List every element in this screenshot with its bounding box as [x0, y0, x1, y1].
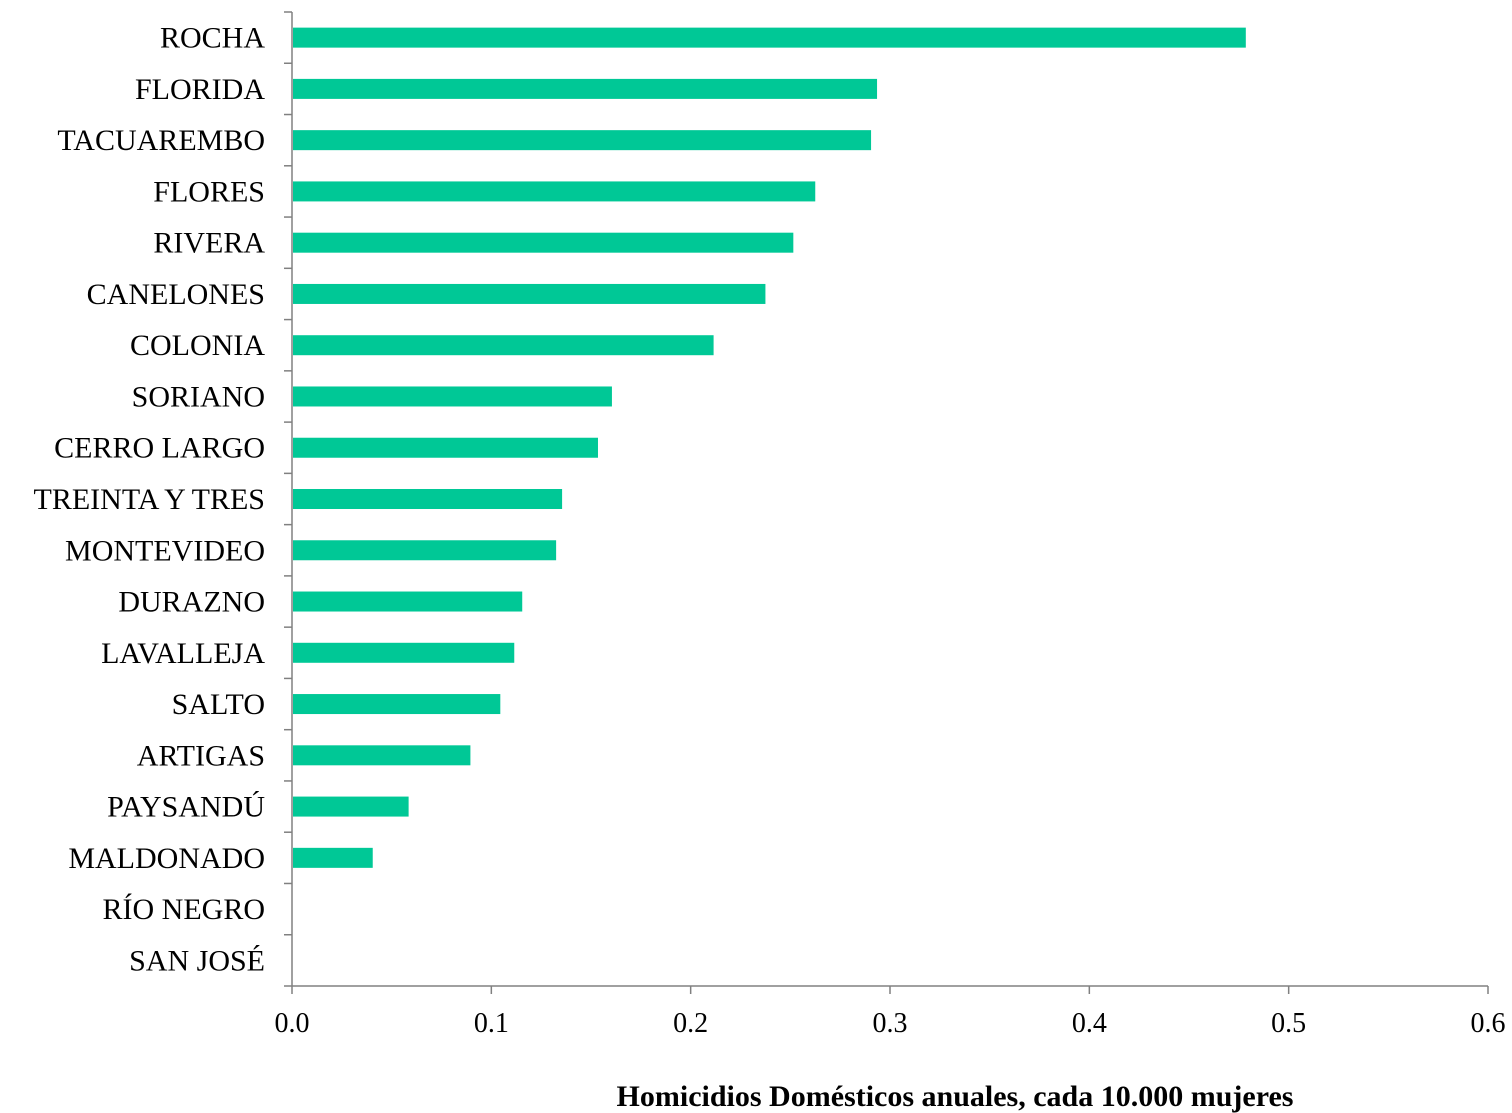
x-axis-ticks: 0.0 0.1 0.2 0.3 0.4 0.5 0.6	[275, 986, 1506, 1039]
bar	[293, 283, 766, 304]
category-labels: ROCHA FLORIDA TACUAREMBO FLORES RIVERA CANELO…	[34, 22, 266, 978]
bars-group	[293, 27, 1246, 868]
category-label: LAVALLEJA	[101, 637, 265, 670]
category-label: TREINTA Y TRES	[34, 483, 266, 516]
bar	[293, 796, 409, 817]
bar	[293, 181, 816, 202]
category-label: PAYSANDÚ	[107, 791, 265, 824]
category-label: SALTO	[172, 688, 265, 721]
x-axis-title: Homicidios Domésticos anuales, cada 10.0…	[617, 1080, 1294, 1113]
bar	[293, 232, 794, 253]
x-tick-label: 0.1	[474, 1008, 509, 1039]
bar	[293, 591, 523, 612]
category-label: MALDONADO	[68, 842, 265, 875]
x-tick-label: 0.2	[673, 1008, 708, 1039]
y-axis-ticks	[284, 11, 292, 987]
category-label: MONTEVIDEO	[65, 534, 265, 567]
category-label: ARTIGAS	[137, 739, 265, 772]
bar	[293, 489, 563, 509]
bar	[293, 437, 598, 458]
bar	[293, 847, 373, 868]
category-label: RIVERA	[153, 227, 265, 260]
category-label: CERRO LARGO	[54, 432, 265, 465]
bar	[293, 540, 557, 561]
category-label: CANELONES	[87, 278, 265, 311]
bar	[293, 745, 471, 766]
category-label: FLORES	[153, 175, 265, 208]
x-tick-label: 0.0	[275, 1008, 310, 1039]
bar	[293, 335, 714, 356]
bar	[293, 27, 1246, 48]
bar	[293, 694, 501, 715]
category-label: SORIANO	[132, 380, 265, 413]
category-label: FLORIDA	[135, 73, 265, 106]
bar	[293, 642, 515, 663]
category-label: DURAZNO	[118, 586, 265, 619]
x-tick-label: 0.4	[1072, 1008, 1107, 1039]
bar	[293, 386, 612, 407]
bar	[293, 78, 878, 99]
x-tick-label: 0.6	[1471, 1008, 1506, 1039]
category-label: RÍO NEGRO	[103, 893, 266, 926]
category-label: COLONIA	[130, 329, 265, 362]
category-label: ROCHA	[160, 22, 265, 55]
x-tick-label: 0.3	[873, 1008, 908, 1039]
x-tick-label: 0.5	[1271, 1008, 1306, 1039]
category-label: TACUAREMBO	[57, 124, 265, 157]
category-label: SAN JOSÉ	[129, 944, 265, 977]
bar	[293, 130, 872, 151]
